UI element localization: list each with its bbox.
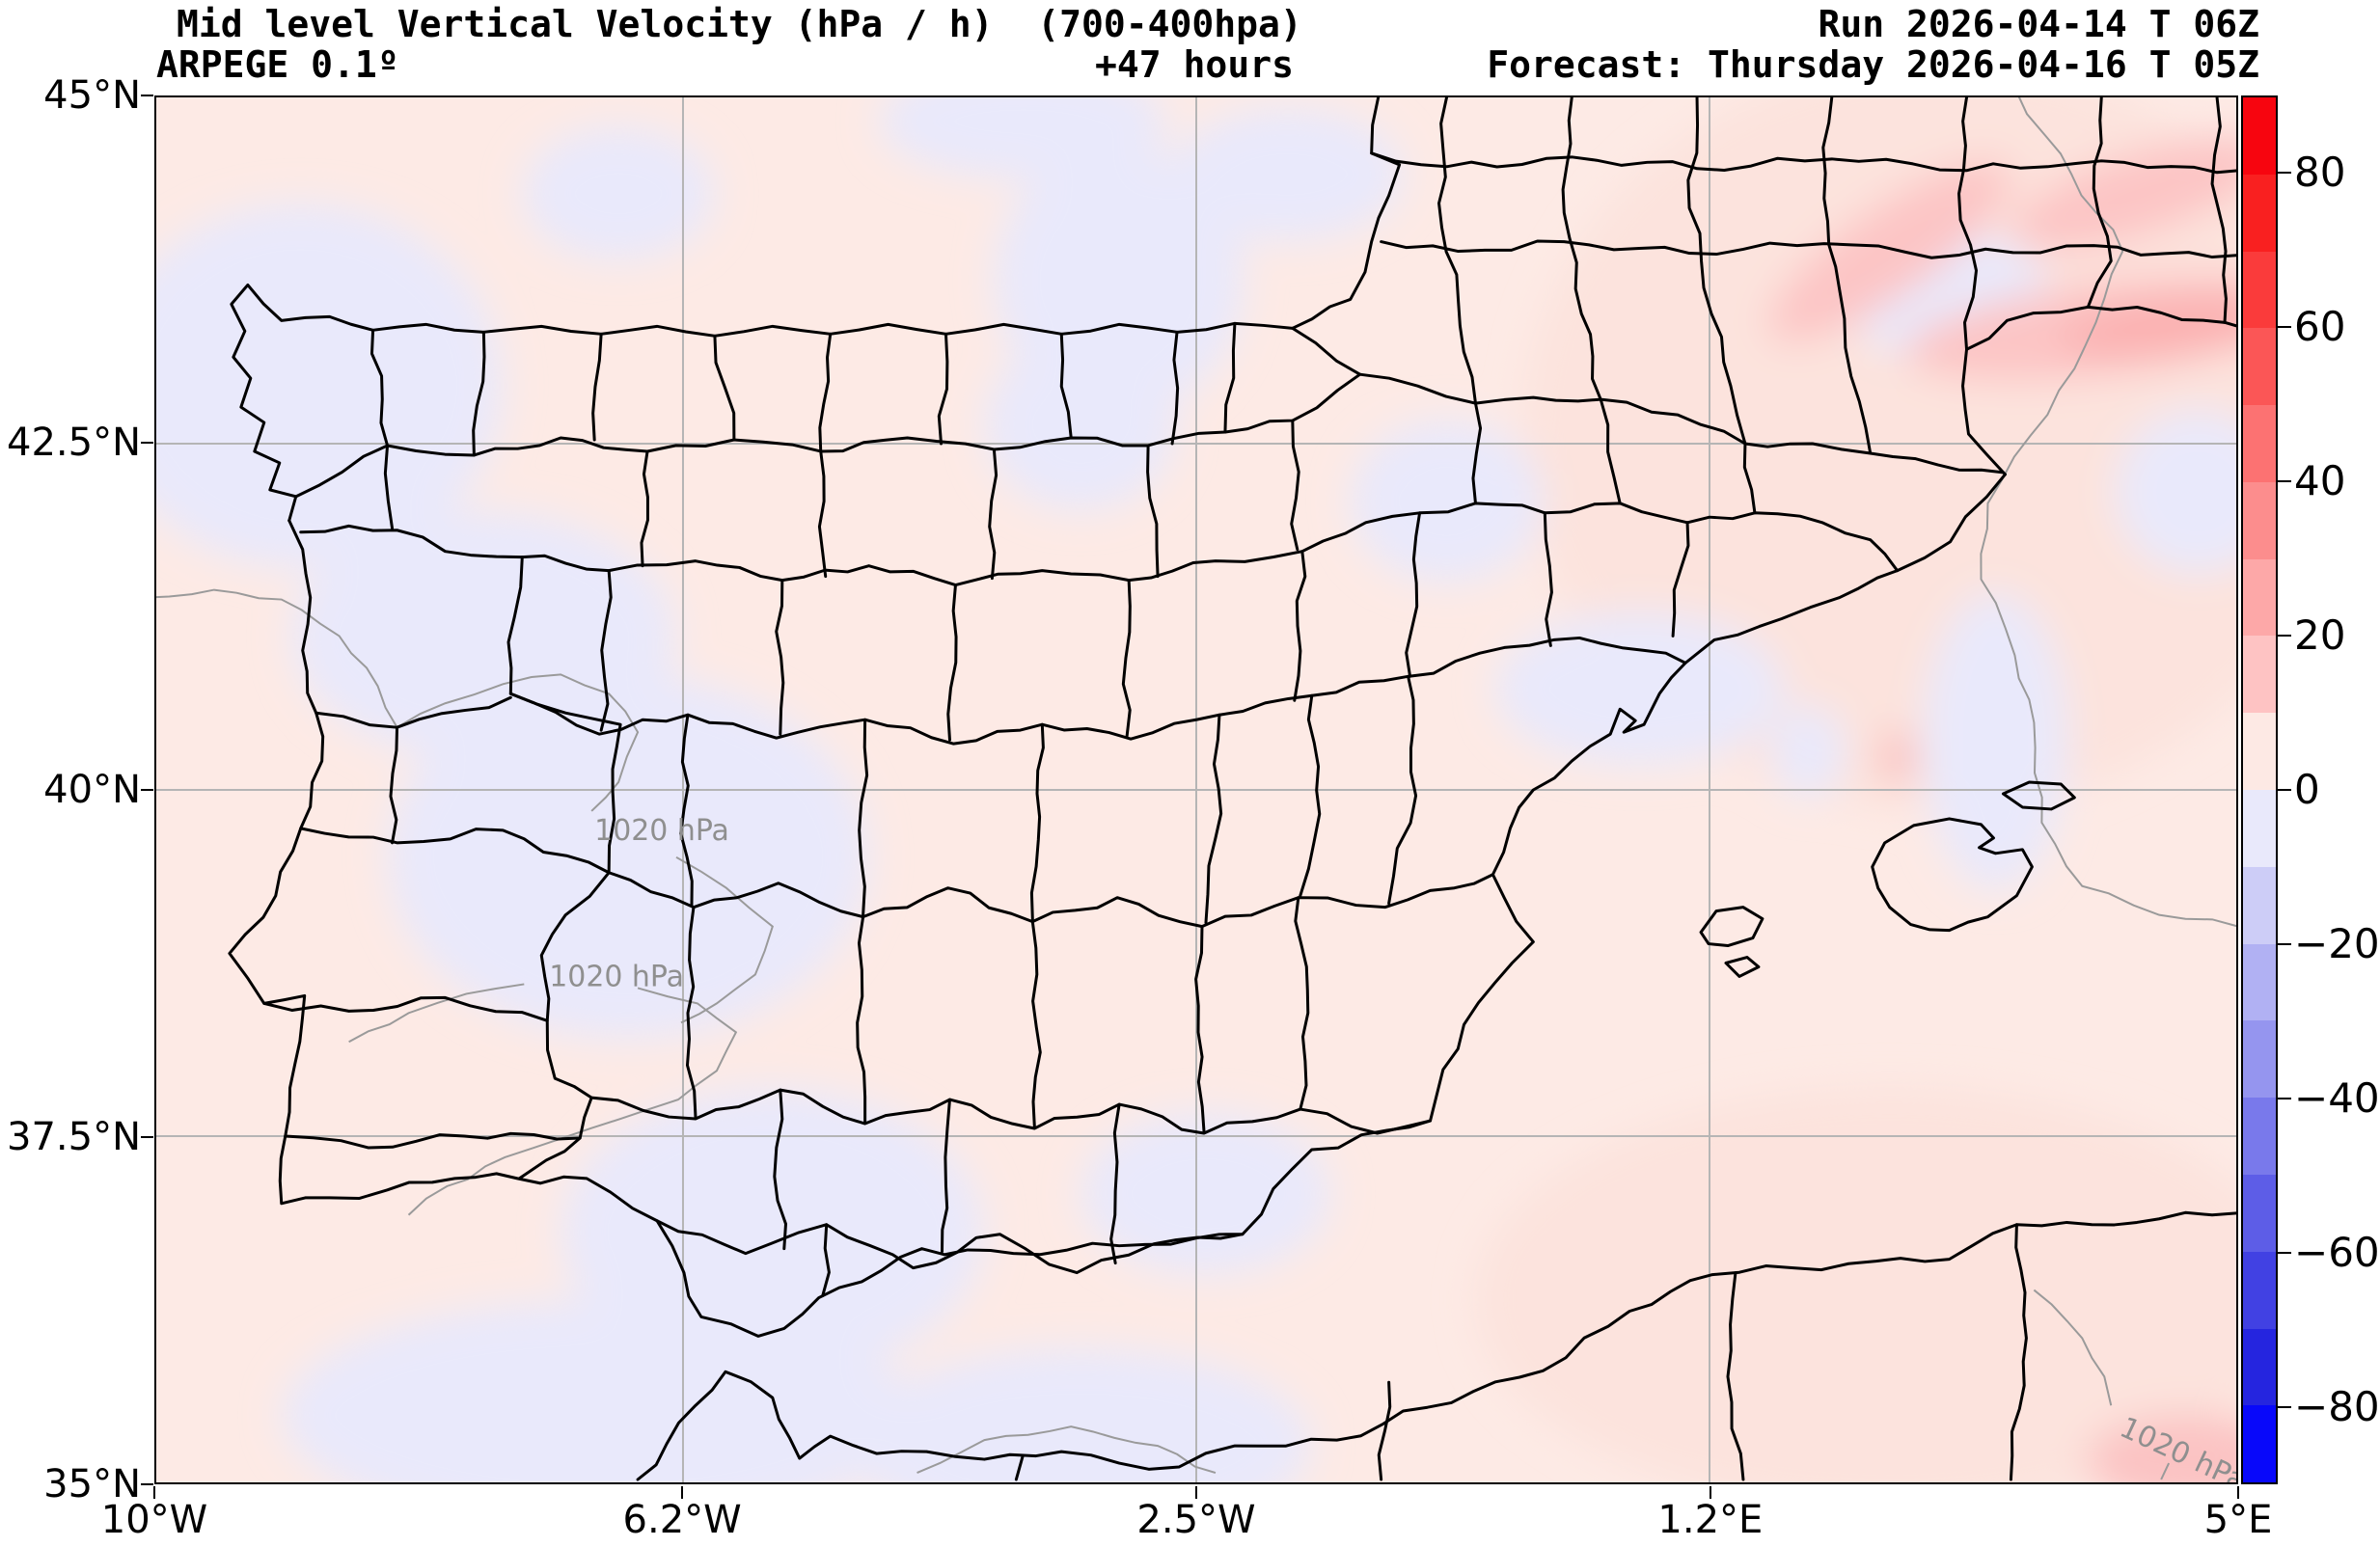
colorbar-segment [2243,174,2276,252]
lat-tick-mark [141,789,153,791]
lat-tick-label: 42.5°N [7,421,141,465]
colorbar-tick-mark [2278,172,2291,174]
colorbar-segment [2243,943,2276,1021]
lead-time-label: +47 hours [1095,43,1294,86]
colorbar-segment [2243,1020,2276,1099]
colorbar-tick-mark [2278,480,2291,482]
lon-tick-mark [153,1486,155,1499]
colorbar-segment [2243,97,2276,175]
lon-tick-label: 2.5°W [1136,1498,1256,1542]
colorbar-tick-label: −60 [2294,1229,2380,1276]
colorbar-tick-mark [2278,326,2291,328]
colorbar-segment [2243,1251,2276,1329]
colorbar-segment [2243,636,2276,714]
colorbar-segment [2243,1405,2276,1483]
colorbar-tick-label: 0 [2294,766,2320,813]
forecast-label: Forecast: Thursday 2026-04-16 T 05Z [1487,43,2259,86]
lon-tick-mark [1709,1486,1711,1499]
colorbar-tick-label: 40 [2294,457,2346,504]
lat-tick-mark [141,95,153,96]
lon-tick-label: 10°W [100,1498,208,1542]
lon-tick-label: 1.2°E [1657,1498,1764,1542]
colorbar-tick-mark [2278,1252,2291,1254]
colorbar-segment [2243,866,2276,944]
colorbar-tick-mark [2278,943,2291,945]
colorbar-segment [2243,790,2276,867]
lon-tick-label: 5°E [2203,1498,2273,1542]
velocity-shading [156,97,2236,1482]
colorbar [2241,95,2278,1484]
map-canvas: 1020 hPa 1020 hPa 1020 hPa [154,95,2238,1484]
lat-tick-label: 37.5°N [7,1115,141,1159]
colorbar-segment [2243,481,2276,559]
colorbar-tick-mark [2278,1406,2291,1408]
lat-tick-label: 35°N [43,1462,141,1506]
colorbar-tick-label: −20 [2294,920,2380,967]
colorbar-segment [2243,558,2276,637]
lat-tick-mark [141,442,153,444]
colorbar-tick-label: 60 [2294,303,2346,350]
colorbar-tick-mark [2278,635,2291,637]
chart-title: Mid level Vertical Velocity (hPa / h) (7… [177,3,1302,45]
graticule [156,97,2236,1482]
lon-tick-mark [681,1486,684,1499]
isobar-label: 1020 hPa [549,960,684,993]
lon-tick-label: 6.2°W [622,1498,742,1542]
colorbar-segment [2243,405,2276,482]
colorbar-tick-mark [2278,789,2291,791]
isobar-contours [156,97,2236,1480]
lat-tick-label: 40°N [43,768,141,812]
lat-tick-label: 45°N [43,73,141,118]
colorbar-segment [2243,1098,2276,1175]
model-label: ARPEGE 0.1º [156,43,399,86]
colorbar-tick-label: −40 [2294,1074,2380,1122]
colorbar-tick-label: 80 [2294,149,2346,196]
coastlines-borders [228,97,2236,1481]
colorbar-segment [2243,328,2276,406]
lon-tick-mark [2237,1486,2239,1499]
lat-tick-mark [141,1483,153,1485]
colorbar-tick-label: 20 [2294,611,2346,659]
colorbar-segment [2243,251,2276,329]
isobar-label: 1020 hPa [594,814,729,848]
lon-tick-mark [1195,1486,1197,1499]
lat-tick-mark [141,1136,153,1138]
weather-map: 1020 hPa 1020 hPa 1020 hPa [156,97,2236,1482]
colorbar-tick-label: −80 [2294,1383,2380,1430]
run-label: Run 2026-04-14 T 06Z [1818,3,2259,45]
colorbar-segment [2243,713,2276,791]
colorbar-segment [2243,1328,2276,1406]
colorbar-tick-mark [2278,1098,2291,1099]
colorbar-segment [2243,1174,2276,1252]
